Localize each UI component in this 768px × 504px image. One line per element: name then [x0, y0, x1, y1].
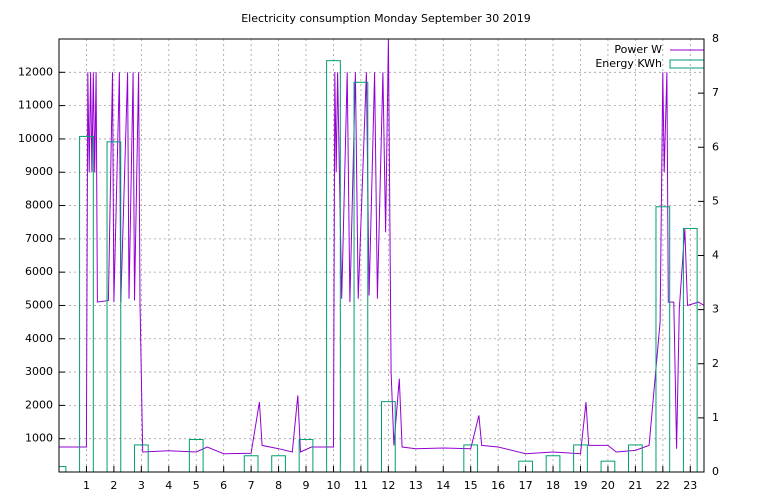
y2-tick-label: 0 [712, 465, 719, 478]
y-tick-label: 5000 [25, 298, 53, 311]
y-tick-label: 2000 [25, 398, 53, 411]
x-tick-label: 15 [464, 479, 478, 492]
x-tick-label: 23 [683, 479, 697, 492]
x-tick-label: 8 [275, 479, 282, 492]
y-tick-label: 6000 [25, 265, 53, 278]
y-tick-label: 3000 [25, 365, 53, 378]
energy-bar [59, 466, 67, 472]
x-tick-label: 3 [138, 479, 145, 492]
energy-bar [381, 401, 396, 472]
plot-frame [58, 38, 705, 473]
y2-tick-label: 7 [712, 86, 719, 99]
energy-bar [545, 455, 561, 472]
x-tick-label: 2 [110, 479, 117, 492]
energy-bar [106, 141, 122, 472]
x-tick-label: 6 [220, 479, 227, 492]
x-tick-label: 18 [546, 479, 560, 492]
x-tick-label: 9 [303, 479, 310, 492]
y2-tick-label: 1 [712, 411, 719, 424]
x-tick-label: 22 [656, 479, 670, 492]
x-tick-label: 12 [381, 479, 395, 492]
x-tick-label: 10 [326, 479, 340, 492]
y-tick-label: 8000 [25, 199, 53, 212]
x-tick-label: 7 [248, 479, 255, 492]
energy-bar [133, 444, 149, 472]
y-tick-label: 4000 [25, 332, 53, 345]
x-tick-label: 21 [628, 479, 642, 492]
y2-tick-label: 5 [712, 194, 719, 207]
y-tick-label: 12000 [18, 65, 53, 78]
energy-bar [243, 455, 259, 472]
y-tick-label: 1000 [25, 432, 53, 445]
y-tick-label: 10000 [18, 132, 53, 145]
y2-tick-label: 3 [712, 303, 719, 316]
x-tick-label: 16 [491, 479, 505, 492]
energy-bar [79, 135, 94, 472]
x-tick-label: 19 [573, 479, 587, 492]
y-tick-label: 9000 [25, 165, 53, 178]
y-tick-label: 11000 [18, 99, 53, 112]
energy-bar [326, 60, 341, 472]
x-tick-label: 13 [409, 479, 423, 492]
y2-tick-label: 6 [712, 140, 719, 153]
x-tick-label: 11 [354, 479, 368, 492]
y2-tick-label: 2 [712, 357, 719, 370]
energy-bar [353, 81, 369, 472]
legend-label: Energy KWh [595, 57, 662, 70]
legend-swatch [669, 59, 705, 69]
y-tick-label: 7000 [25, 232, 53, 245]
x-tick-label: 1 [83, 479, 90, 492]
energy-bar [655, 206, 671, 472]
x-tick-label: 17 [519, 479, 533, 492]
power-line [59, 39, 704, 455]
energy-bar [573, 444, 588, 472]
x-tick-label: 5 [193, 479, 200, 492]
y2-tick-label: 8 [712, 32, 719, 45]
x-tick-label: 20 [601, 479, 615, 492]
x-tick-label: 4 [165, 479, 172, 492]
y2-tick-label: 4 [712, 249, 719, 262]
energy-bar [463, 444, 479, 472]
legend-label: Power W [614, 43, 662, 56]
energy-bar [628, 444, 643, 472]
x-tick-label: 14 [436, 479, 450, 492]
energy-bar [682, 227, 698, 472]
chart-title: Electricity consumption Monday September… [241, 12, 531, 25]
energy-bar [271, 455, 286, 472]
